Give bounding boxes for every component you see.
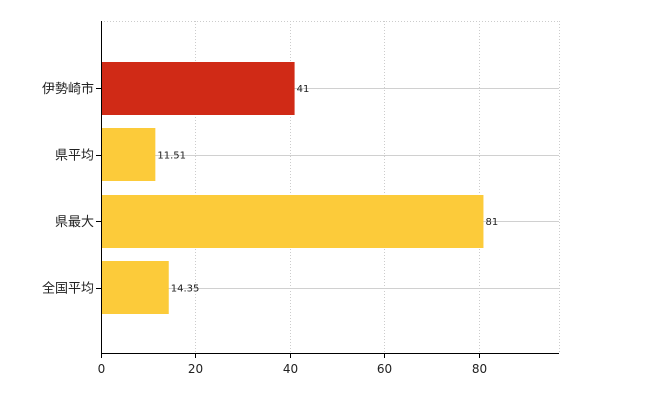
bar [102,128,156,181]
data-label: 11.51 [157,151,186,162]
bar [102,195,484,248]
ticks [96,88,480,358]
category-label: 全国平均 [42,281,94,297]
bar [102,62,295,115]
axes [101,21,559,354]
bar [102,261,169,314]
data-label: 41 [297,84,310,95]
bars [102,62,484,314]
x-tick-label: 60 [377,362,392,376]
category-label: 伊勢崎市 [42,81,94,97]
x-tick-label: 20 [188,362,203,376]
category-label: 県平均 [55,149,94,164]
data-label: 81 [485,217,498,228]
vertical-gridlines [195,21,560,353]
x-tick-label: 80 [472,362,487,376]
labels: 41 伊勢崎市 11.51 県平均 81 県最大 14.35 全国平均 0 20 40 60 80 [42,81,498,376]
category-label: 県最大 [55,215,94,230]
data-label: 14.35 [171,284,200,295]
x-tick-label: 0 [98,362,106,376]
x-tick-label: 40 [283,362,298,376]
